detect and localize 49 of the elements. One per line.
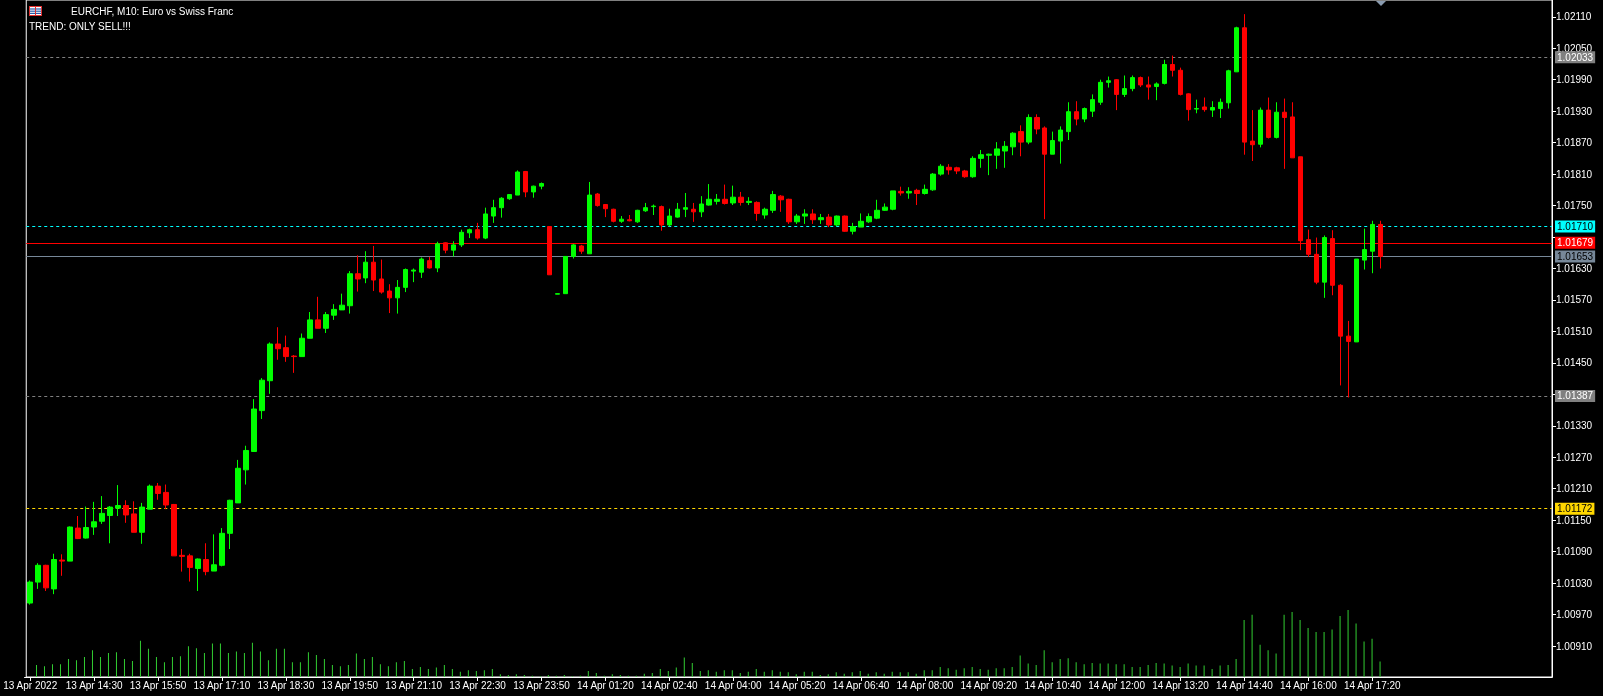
- y-tick-label: 1.01030: [1556, 577, 1593, 589]
- y-tick-label: 1.01990: [1556, 74, 1593, 86]
- annotation: TREND: ONLY SELL!!!: [29, 20, 131, 32]
- y-tick-label: 1.02050: [1556, 42, 1593, 54]
- x-tick-label: 14 Apr 08:00: [896, 679, 954, 691]
- y-tick-label: 1.01630: [1556, 262, 1593, 274]
- text: EURCHF, M10: Euro vs Swiss Franc: [71, 5, 234, 17]
- x-tick-label: 13 Apr 14:30: [65, 679, 123, 691]
- x-tick-label: 14 Apr 16:00: [1280, 679, 1338, 691]
- ref-line-label: 1.01710: [1557, 221, 1594, 233]
- x-tick-label: 13 Apr 15:50: [129, 679, 187, 691]
- x-tick-label: 13 Apr 2022: [3, 679, 58, 691]
- x-tick-label: 14 Apr 12:00: [1088, 679, 1146, 691]
- ref-line-label: 1.01653: [1557, 250, 1594, 262]
- x-tick-label: 13 Apr 22:30: [449, 679, 507, 691]
- x-tick-label: 14 Apr 04:00: [704, 679, 762, 691]
- y-tick-label: 1.01090: [1556, 546, 1593, 558]
- x-tick-label: 13 Apr 21:10: [385, 679, 443, 691]
- x-tick-label: 13 Apr 23:50: [513, 679, 571, 691]
- x-tick-label: 14 Apr 10:40: [1024, 679, 1082, 691]
- y-tick-label: 1.01270: [1556, 451, 1593, 463]
- y-tick-label: 1.00910: [1556, 640, 1593, 652]
- x-tick-label: 14 Apr 09:20: [960, 679, 1018, 691]
- y-tick-label: 1.01870: [1556, 137, 1593, 149]
- ref-line-label: 1.02033: [1557, 51, 1594, 63]
- x-tick-label: 14 Apr 13:20: [1152, 679, 1210, 691]
- y-tick-label: 1.01930: [1556, 105, 1593, 117]
- y-tick-label: 1.01150: [1556, 514, 1592, 526]
- y-tick-label: 1.01570: [1556, 294, 1593, 306]
- ref-line-label: 1.01679: [1557, 237, 1594, 249]
- x-tick-label: 13 Apr 19:50: [321, 679, 379, 691]
- x-tick-label: 14 Apr 01:20: [577, 679, 635, 691]
- y-tick-label: 1.01210: [1556, 483, 1593, 495]
- x-tick-label: 14 Apr 14:40: [1216, 679, 1274, 691]
- y-tick-label: 1.01450: [1556, 357, 1593, 369]
- x-tick-label: 13 Apr 18:30: [257, 679, 315, 691]
- ref-line-label: 1.01172: [1557, 503, 1593, 515]
- y-tick-label: 1.01510: [1556, 325, 1593, 337]
- x-tick-label: 14 Apr 02:40: [640, 679, 699, 691]
- y-tick-label: 1.00970: [1556, 609, 1593, 621]
- ref-line-label: 1.01387: [1557, 390, 1594, 402]
- x-tick-label: 14 Apr 06:40: [832, 679, 890, 691]
- y-tick-label: 1.02110: [1556, 11, 1592, 23]
- x-tick-label: 14 Apr 05:20: [768, 679, 826, 691]
- y-tick-label: 1.01330: [1556, 420, 1593, 432]
- x-tick-label: 14 Apr 17:20: [1343, 679, 1402, 691]
- x-tick-label: 13 Apr 17:10: [193, 679, 251, 691]
- y-tick-label: 1.01810: [1556, 168, 1593, 180]
- y-tick-label: 1.01750: [1556, 200, 1593, 212]
